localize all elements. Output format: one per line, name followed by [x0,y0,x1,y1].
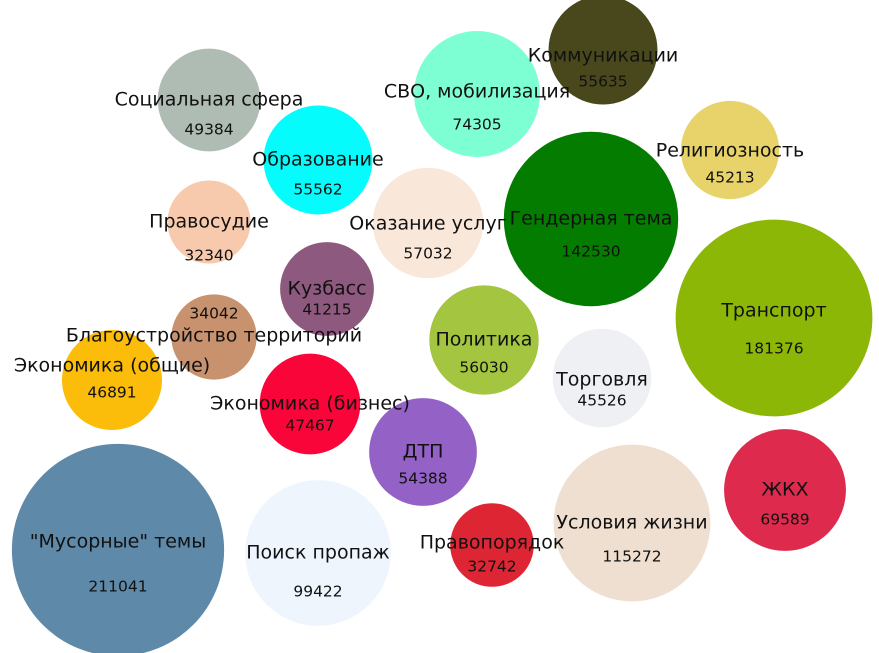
bubble-value: 45213 [705,169,754,187]
bubble [552,328,652,428]
bubble [11,443,225,653]
bubble [245,480,391,626]
bubble-label: Экономика (бизнес) [210,393,410,415]
bubble-value: 99422 [293,583,342,601]
bubble [553,444,711,602]
bubble-label: Гендерная тема [510,208,673,230]
bubble [171,294,257,380]
bubble-value: 45526 [577,392,626,410]
bubble-label: ДТП [403,441,444,463]
bubble [259,353,361,455]
bubble-label: Торговля [555,369,648,391]
bubble-label: Благоустройство территорий [66,325,362,347]
bubble [414,31,540,157]
bubble-value: 211041 [88,578,147,596]
bubble-label: Транспорт [720,300,826,322]
bubble [724,429,846,551]
bubble-label: "Мусорные" темы [30,531,207,553]
bubble-value: 55562 [293,181,342,199]
bubble [680,100,780,200]
bubble-value: 142530 [561,243,620,261]
bubble-label: Экономика (общие) [14,355,210,377]
bubble-value: 115272 [602,548,661,566]
bubble [429,285,539,395]
bubble-label: СВО, мобилизация [384,81,570,103]
bubble-value: 41215 [302,301,351,319]
bubble-label: Религиозность [656,140,804,162]
bubble-value: 55635 [578,73,627,91]
bubble-label: ЖКХ [762,479,809,501]
bubble-value: 181376 [744,340,803,358]
bubble [263,105,373,215]
bubble [280,242,374,336]
bubble-value: 32340 [184,247,233,265]
bubble-label: Образование [252,149,383,171]
bubble [369,398,477,506]
bubble [61,329,163,431]
bubble [157,48,261,152]
bubble-label: Условия жизни [556,512,707,534]
bubble [503,131,679,307]
bubble [548,0,658,105]
bubble-value: 54388 [398,470,447,488]
bubble-label: Оказание услуг [349,213,506,235]
bubble-value: 74305 [452,116,501,134]
bubble-value: 57032 [403,245,452,263]
bubble-value: 56030 [459,359,508,377]
bubble-value: 46891 [87,384,136,402]
bubble-label: Поиск пропаж [246,542,390,564]
bubble [372,167,484,279]
bubble-label: Коммуникации [528,45,679,67]
bubble-value: 32742 [467,558,516,576]
bubble-label: Правосудие [149,211,269,233]
bubble-value: 69589 [760,511,809,529]
bubble-value: 34042 [189,305,238,323]
bubble [450,503,534,587]
bubble-label: Правопорядок [420,532,565,554]
bubble-label: Политика [436,329,533,351]
bubble [167,180,251,264]
bubble-value: 47467 [285,417,334,435]
bubble [675,219,873,417]
bubble-value: 49384 [184,121,233,139]
bubble-label: Социальная сфера [115,89,304,111]
bubble-label: Кузбасс [287,278,366,300]
